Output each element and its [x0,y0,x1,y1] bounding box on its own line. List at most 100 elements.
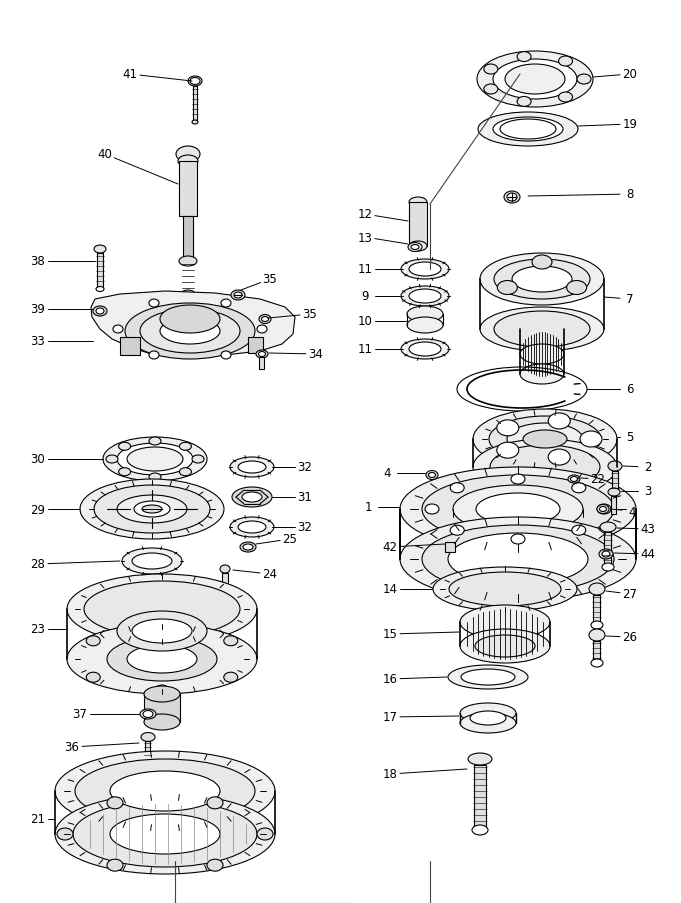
Ellipse shape [577,75,591,85]
Ellipse shape [143,711,153,718]
Ellipse shape [110,771,220,811]
Ellipse shape [144,714,180,731]
Text: 16: 16 [383,673,398,685]
Ellipse shape [400,517,636,601]
Ellipse shape [262,317,268,322]
Ellipse shape [480,308,604,351]
Ellipse shape [517,98,531,107]
Ellipse shape [512,266,572,293]
Ellipse shape [580,432,602,448]
Ellipse shape [496,421,519,436]
Ellipse shape [142,506,162,514]
Ellipse shape [507,424,583,455]
Ellipse shape [426,471,438,480]
Ellipse shape [134,501,170,517]
Ellipse shape [493,60,577,100]
Ellipse shape [400,468,636,552]
Ellipse shape [497,281,518,295]
Text: 10: 10 [358,315,373,328]
Ellipse shape [127,646,197,674]
Ellipse shape [179,256,197,266]
Ellipse shape [475,636,535,657]
Text: 23: 23 [31,623,46,636]
Ellipse shape [224,636,238,646]
Text: 4: 4 [383,467,391,480]
Ellipse shape [608,489,620,497]
Ellipse shape [477,52,593,107]
Ellipse shape [500,120,556,140]
Bar [445,543,455,553]
Ellipse shape [234,293,242,299]
Ellipse shape [144,686,180,703]
Ellipse shape [548,450,570,466]
Ellipse shape [238,521,266,534]
Ellipse shape [489,416,601,462]
Ellipse shape [484,65,498,75]
Ellipse shape [473,440,617,496]
Text: 24: 24 [262,568,277,581]
Ellipse shape [86,636,100,646]
Ellipse shape [94,486,210,534]
Ellipse shape [155,623,169,633]
Text: 5: 5 [627,431,634,444]
Ellipse shape [221,351,231,359]
Ellipse shape [118,469,131,476]
Bar [604,533,611,567]
Ellipse shape [179,469,191,476]
Ellipse shape [433,567,577,611]
Text: 32: 32 [298,521,313,534]
Text: 36: 36 [65,740,80,754]
Ellipse shape [140,709,156,719]
Ellipse shape [220,589,230,594]
Text: 17: 17 [383,711,398,723]
Ellipse shape [149,438,161,445]
Bar [145,741,150,759]
Bar [193,87,197,122]
Ellipse shape [125,303,255,359]
Bar [593,595,600,625]
Text: 14: 14 [383,582,398,596]
Ellipse shape [149,300,159,308]
Ellipse shape [179,442,191,451]
Text: 35: 35 [302,308,317,321]
Ellipse shape [409,342,441,357]
Ellipse shape [149,351,159,359]
Ellipse shape [107,860,123,871]
Text: 1: 1 [364,501,372,514]
Text: 3: 3 [644,485,652,498]
Ellipse shape [449,573,561,606]
Ellipse shape [460,605,550,639]
Ellipse shape [57,828,73,840]
Ellipse shape [558,93,573,103]
Ellipse shape [450,526,464,535]
Ellipse shape [472,825,488,835]
Text: 2: 2 [644,461,652,474]
Ellipse shape [132,554,172,570]
Ellipse shape [460,629,550,664]
Bar [612,471,618,493]
Bar [593,641,600,664]
Bar [97,254,103,289]
Ellipse shape [67,574,257,644]
Bar [179,162,197,217]
Text: 38: 38 [31,256,46,268]
Ellipse shape [220,565,230,573]
Ellipse shape [448,534,588,585]
Ellipse shape [461,669,515,685]
Ellipse shape [256,350,268,358]
Ellipse shape [94,246,106,254]
Ellipse shape [599,507,607,512]
Ellipse shape [257,828,273,840]
Ellipse shape [192,121,198,125]
Ellipse shape [75,759,255,824]
Ellipse shape [602,552,610,557]
Ellipse shape [407,318,443,333]
Ellipse shape [548,414,570,430]
Ellipse shape [591,621,603,629]
Text: 19: 19 [622,118,637,131]
Ellipse shape [103,438,207,481]
Ellipse shape [207,797,223,809]
Ellipse shape [401,286,449,307]
Text: 44: 44 [641,548,656,561]
Ellipse shape [571,477,577,482]
